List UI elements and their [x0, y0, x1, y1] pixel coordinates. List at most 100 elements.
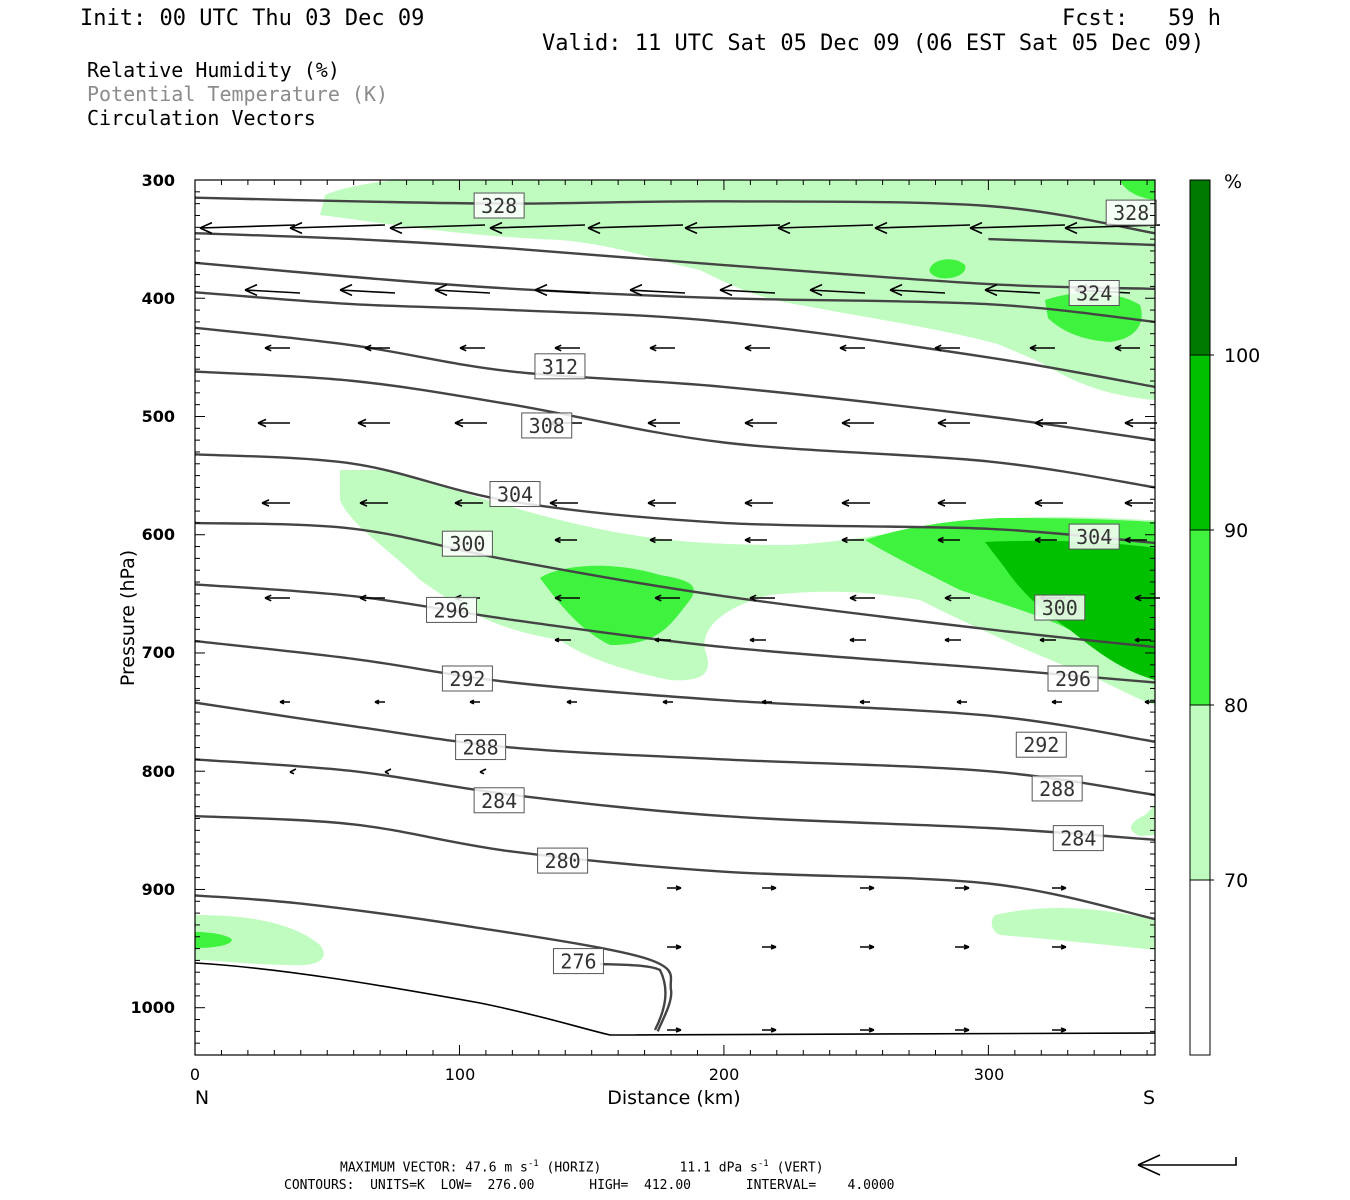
reference-vector-icon [1137, 1154, 1237, 1176]
circulation-vector [459, 344, 485, 352]
circulation-vector [841, 499, 870, 507]
circulation-vector [937, 536, 960, 544]
contour-label-328: 328 [1105, 199, 1157, 226]
contour-labels: 328 328 324 312 308 304 304 300 300 296 296 292 292 2… [426, 192, 1157, 975]
circulation-vector [257, 418, 290, 428]
x-tick-label: 300 [974, 1065, 1005, 1084]
circulation-vector [860, 885, 875, 891]
contour-label-296: 296 [426, 596, 478, 623]
x-axis-title: Distance (km) [607, 1087, 740, 1109]
circulation-vector [479, 768, 487, 775]
svg-text:304: 304 [1076, 525, 1112, 549]
theta-contour-316 [195, 291, 1155, 389]
contour-label-300: 300 [1034, 594, 1086, 621]
colorbar-label: 90 [1224, 520, 1248, 542]
max-vert-suffix: (VERT) [776, 1160, 824, 1176]
svg-text:328: 328 [1113, 201, 1149, 225]
max-horiz-sup: -1 [527, 1159, 539, 1169]
colorbar-band-60 [1190, 880, 1210, 1055]
circulation-vector [1051, 699, 1062, 705]
circulation-vector [1034, 418, 1067, 428]
circulation-vector [955, 885, 970, 891]
circulation-vector [1124, 536, 1147, 544]
circulation-vector [761, 699, 772, 705]
contour-label-324: 324 [1068, 280, 1120, 307]
y-tick-labels: 300 400 500 600 700 800 900 1000 [130, 171, 175, 1017]
circulation-vector [667, 1027, 682, 1033]
circulation-vector [279, 699, 290, 705]
svg-text:284: 284 [481, 789, 517, 813]
legend-potential-temperature: Potential Temperature (K) [87, 82, 389, 106]
theta-contour-284 [195, 758, 1155, 841]
max-horiz-value: 47.6 m s [465, 1160, 528, 1176]
circulation-vector [647, 418, 680, 428]
y-tick-label: 800 [142, 762, 175, 781]
svg-text:328: 328 [481, 194, 517, 218]
y-tick-label: 300 [142, 171, 175, 190]
contour-label-300: 300 [441, 530, 493, 557]
circulation-vector [534, 283, 591, 297]
circulation-vector [554, 594, 580, 602]
circulation-vector [359, 499, 388, 507]
colorbar-band-70 [1190, 705, 1210, 880]
circulation-vector [384, 768, 392, 775]
colorbar-label: 80 [1224, 695, 1248, 717]
contours-info: CONTOURS: UNITS=K LOW= 276.00 HIGH= 412.… [284, 1178, 895, 1193]
x-end-label-north: N [195, 1087, 209, 1109]
circulation-vector [359, 594, 385, 602]
svg-text:280: 280 [545, 849, 581, 873]
circulation-vector [849, 594, 875, 602]
valid-time: Valid: 11 UTC Sat 05 Dec 09 (06 EST Sat … [542, 31, 1205, 56]
colorbar-frame [1189, 179, 1211, 1056]
circulation-vector [1134, 637, 1151, 643]
circulation-vector [454, 499, 483, 507]
circulation-vector [434, 283, 491, 297]
circulation-vector [749, 594, 775, 602]
circulation-vector [357, 418, 390, 428]
circulation-vector [289, 768, 297, 775]
forecast-hour: Fcst: 59 h [1062, 6, 1221, 31]
contour-label-308: 308 [521, 412, 573, 439]
svg-text:296: 296 [1055, 667, 1091, 691]
circulation-vector [261, 499, 290, 507]
contour-label-296: 296 [1047, 665, 1099, 692]
init-time: Init: 00 UTC Thu 03 Dec 09 [80, 6, 425, 31]
contour-label-292: 292 [441, 665, 493, 692]
circulation-vector [1039, 637, 1056, 643]
contour-label-284: 284 [473, 787, 525, 814]
theta-contour-332 [988, 237, 1155, 247]
circulation-vector [744, 344, 770, 352]
circulation-vector [554, 344, 580, 352]
rh-70-band-lower-right [991, 908, 1155, 950]
circulation-vector [937, 499, 966, 507]
y-tick-label: 400 [142, 289, 175, 308]
circulation-vector [554, 637, 571, 643]
circulation-vector [944, 594, 970, 602]
circulation-vector [749, 637, 766, 643]
rh-70-band-lower-left [195, 915, 324, 966]
circulation-vector [289, 221, 386, 235]
circulation-vector [667, 944, 682, 950]
circulation-vector [1124, 418, 1157, 428]
circulation-vector [839, 344, 865, 352]
circulation-vector [944, 637, 961, 643]
svg-text:292: 292 [449, 667, 485, 691]
contour-label-284: 284 [1052, 825, 1104, 852]
contour-label-312: 312 [534, 353, 586, 380]
y-tick-label: 1000 [130, 998, 175, 1017]
circulation-vector [762, 944, 777, 950]
svg-text:308: 308 [529, 414, 565, 438]
theta-contour-288 [195, 701, 1155, 797]
circulation-vector [969, 221, 1066, 235]
svg-text:288: 288 [1039, 777, 1075, 801]
colorbar-label: 70 [1224, 870, 1248, 892]
svg-text:276: 276 [560, 950, 596, 974]
rh-70-band-right-edge [1130, 805, 1155, 836]
circulation-vector [719, 283, 776, 297]
circulation-vector [389, 221, 486, 235]
circulation-vector [744, 418, 777, 428]
x-tick-label: 200 [709, 1065, 740, 1084]
y-axis-title: Pressure (hPa) [117, 550, 139, 686]
x-tick-label: 0 [190, 1065, 200, 1084]
x-tick-labels: 0 100 200 300 [190, 1065, 1004, 1084]
